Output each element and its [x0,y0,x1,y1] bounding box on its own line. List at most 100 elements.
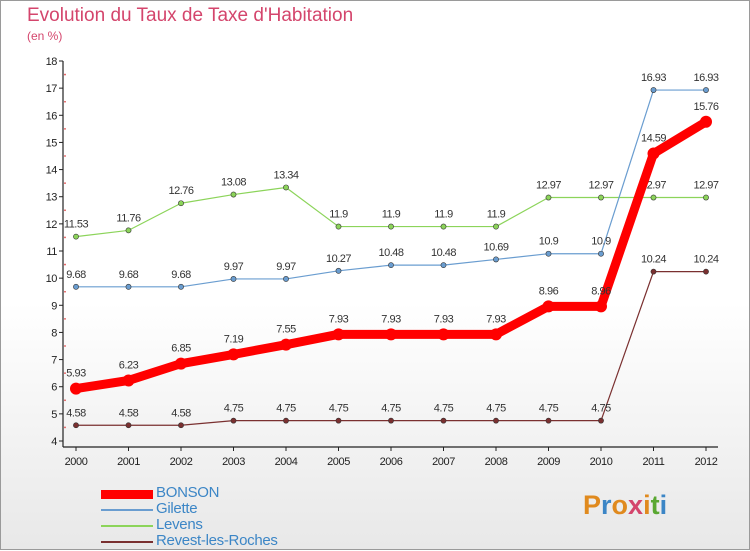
data-point-gilette [73,283,79,290]
logo-letter: i [643,490,651,520]
legend-swatch [101,541,153,543]
data-label-levens: 12.76 [168,185,193,197]
data-point-bonson [70,382,82,395]
data-point-revest-les-roches [440,417,447,424]
x-tick-label: 2004 [275,456,298,468]
x-tick-label: 2005 [327,456,350,468]
data-label-revest-les-roches: 4.58 [171,407,191,419]
data-label-revest-les-roches: 4.75 [329,403,349,415]
y-minor-dot [64,127,66,130]
data-label-bonson: 7.93 [434,313,454,325]
data-point-gilette [703,87,709,93]
data-point-bonson [647,147,660,160]
data-label-gilette: 10.9 [591,236,611,248]
data-label-revest-les-roches: 4.58 [119,407,139,419]
data-label-gilette: 9.68 [66,269,86,281]
y-minor-dot [64,100,66,103]
x-tick-label: 2011 [642,456,664,468]
data-point-levens [598,194,604,201]
y-tick-label: 14 [46,165,58,177]
y-tick-label: 13 [46,192,58,204]
data-label-revest-les-roches: 4.75 [381,403,401,415]
y-minor-dot [64,73,66,76]
data-label-gilette: 9.97 [224,261,244,273]
data-label-bonson: 8.96 [591,285,611,297]
data-point-gilette [178,283,184,290]
data-label-levens: 11.9 [434,209,453,221]
data-point-bonson [595,300,607,313]
logo-letter: t [650,490,660,520]
data-point-levens [650,194,657,201]
data-label-levens: 11.9 [329,209,348,221]
data-label-gilette: 10.48 [431,247,456,259]
x-tick-label: 2010 [590,456,613,468]
data-point-levens [73,233,79,240]
data-label-levens: 11.53 [64,219,89,231]
data-point-gilette [388,262,394,269]
y-minor-dot [64,372,66,375]
y-tick-label: 16 [46,110,58,122]
data-point-levens [545,194,552,201]
y-minor-dot [64,155,66,157]
data-point-bonson [175,357,187,370]
data-point-revest-les-roches [388,417,394,424]
data-point-gilette [335,267,342,274]
chart-title: Evolution du Taux de Taxe d'Habitation [27,5,354,26]
data-label-levens: 13.08 [221,177,246,189]
data-point-revest-les-roches [125,422,132,429]
data-label-bonson: 14.59 [641,133,666,145]
y-minor-dot [64,182,66,185]
data-label-bonson: 7.55 [276,324,296,336]
y-tick-label: 18 [46,56,58,68]
x-tick-label: 2001 [117,456,140,468]
data-label-gilette: 16.93 [641,72,666,84]
data-point-gilette [493,256,499,263]
x-tick-label: 2002 [170,456,193,468]
x-tick-label: 2008 [485,456,508,468]
data-label-revest-les-roches: 10.24 [693,254,718,266]
data-label-revest-les-roches: 4.75 [276,403,296,415]
data-point-gilette [650,87,657,93]
logo-letter: i [659,490,668,520]
data-point-bonson [385,328,397,341]
data-label-gilette: 10.69 [483,241,508,253]
x-tick-label: 2007 [432,456,455,468]
y-minor-dot [64,236,66,239]
data-point-revest-les-roches [703,268,709,275]
data-point-revest-les-roches [598,417,604,424]
y-tick-label: 9 [51,300,57,312]
data-point-gilette [283,276,289,282]
y-tick-label: 8 [51,327,57,339]
y-minor-dot [64,290,66,293]
y-tick-label: 12 [46,219,58,231]
legend-swatch [101,509,153,511]
data-point-levens [493,223,499,230]
proxiti-logo: Proxiti [583,490,667,521]
logo-letter: o [611,490,629,520]
legend-swatch [101,489,153,499]
y-minor-dot [64,399,66,402]
y-minor-dot [64,426,66,429]
data-point-gilette [230,276,237,282]
y-tick-label: 17 [46,83,58,95]
y-minor-dot [64,345,66,347]
logo-letter: r [601,490,612,520]
data-label-bonson: 7.93 [329,313,349,325]
data-label-revest-les-roches: 4.75 [539,403,559,415]
data-label-gilette: 10.27 [326,253,351,265]
data-label-bonson: 6.85 [171,343,191,355]
data-label-levens: 12.97 [693,180,718,192]
data-point-bonson [490,328,502,341]
data-point-bonson [122,374,135,387]
data-label-revest-les-roches: 4.75 [486,403,506,415]
data-point-bonson [437,328,450,341]
y-tick-label: 10 [46,273,58,285]
data-label-gilette: 10.48 [378,247,403,259]
data-point-revest-les-roches [178,422,184,429]
y-tick-label: 7 [51,355,57,367]
data-label-bonson: 15.76 [693,101,718,113]
data-label-gilette: 9.68 [119,269,139,281]
data-point-revest-les-roches [545,417,552,424]
data-label-bonson: 7.93 [381,313,401,325]
